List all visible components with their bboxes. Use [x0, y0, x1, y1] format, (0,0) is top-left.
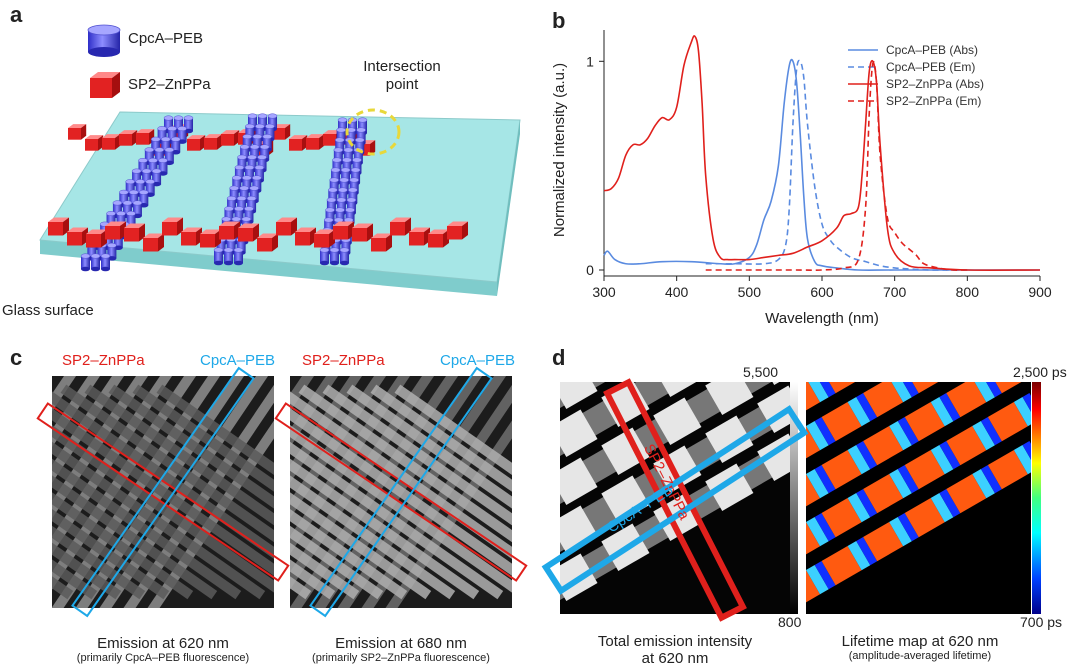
c-right-tag-red: SP2–ZnPPa: [302, 352, 385, 369]
d-left-caption: Total emission intensity at 620 nm: [560, 633, 790, 667]
c-right-caption-sub: (primarily SP2–ZnPPa fluorescence): [312, 652, 490, 664]
c-left-caption: Emission at 620 nm (primarily CpcA–PEB f…: [42, 635, 284, 664]
panel-label-b: b: [552, 8, 566, 33]
c-right-tag-blue: CpcA–PEB: [440, 352, 516, 369]
x-tick-label: 700: [883, 284, 907, 300]
d-right-caption-sub: (amplitude-averaged lifetime): [848, 650, 992, 662]
y-tick-label: 1: [586, 53, 594, 69]
legend-entry-2: SP2–ZnPPa (Abs): [886, 77, 984, 91]
c-left-red-box: [36, 402, 290, 582]
glass-slab-side: [497, 120, 520, 296]
callout-line-1: Intersection: [363, 58, 441, 75]
c-right-caption-main: Emission at 680 nm: [335, 635, 467, 652]
panel-label-d: d: [552, 345, 566, 370]
c-left-caption-main: Emission at 620 nm: [97, 635, 229, 652]
d-left-caption-line1: Total emission intensity: [597, 633, 753, 650]
c-right-red-box: [274, 402, 528, 582]
c-left-blue-box: [71, 366, 255, 618]
x-tick-label: 600: [810, 284, 834, 300]
legend-entry-3: SP2–ZnPPa (Em): [886, 94, 981, 108]
panel-c-images: [36, 366, 528, 618]
d-left-caption-line2: at 620 nm: [641, 650, 709, 667]
panel-label-c: c: [10, 345, 23, 370]
panel-label-a: a: [10, 2, 23, 27]
c-left-tag-blue: CpcA–PEB: [200, 352, 276, 369]
legend-sp2-znppa: SP2–ZnPPa: [128, 76, 211, 93]
legend-entry-1: CpcA–PEB (Em): [886, 60, 975, 74]
panel-d-images: SP2–ZnPPa CpcA–PEB: [541, 378, 1041, 622]
x-axis-label: Wavelength (nm): [765, 310, 879, 327]
sp2-znppa-legend-icon: [90, 72, 120, 98]
d-scale-min: 800: [778, 614, 802, 630]
protein-blocks: [48, 113, 468, 272]
series-line-1: [705, 59, 968, 271]
glass-surface-label: Glass surface: [2, 302, 94, 319]
x-tick-label: 400: [665, 284, 689, 300]
d-lifetime-min: 700 ps: [1020, 614, 1063, 630]
c-right-blue-box: [309, 366, 493, 618]
series-line-3: [705, 61, 968, 271]
intersection-callout: Intersection point: [342, 58, 462, 94]
c-left-caption-sub: (primarily CpcA–PEB fluorescence): [76, 652, 250, 664]
series-line-0: [603, 58, 1040, 271]
d-right-caption-main: Lifetime map at 620 nm: [841, 633, 999, 650]
d-blue-box: [541, 405, 809, 595]
d-scale-max: 5,500: [743, 364, 779, 380]
d-red-box: [603, 378, 747, 622]
cpca-peb-legend-icon: [87, 24, 121, 57]
x-tick-label: 300: [592, 284, 616, 300]
x-tick-label: 900: [1028, 284, 1052, 300]
intersection-circle: [345, 108, 401, 156]
callout-line-2: point: [385, 76, 419, 93]
x-tick-label: 800: [956, 284, 980, 300]
d-lifetime-colorbar: [1032, 382, 1041, 614]
c-right-caption: Emission at 680 nm (primarily SP2–ZnPPa …: [280, 635, 522, 664]
d-lifetime-max: 2,500 ps: [1013, 364, 1067, 380]
x-tick-label: 500: [738, 284, 762, 300]
glass-slab-front: [40, 240, 497, 296]
absorption-emission-chart: 300 400 500 600 700 800 900 0 1 Wavelength (nm) No…: [551, 30, 1052, 327]
legend-entry-0: CpcA–PEB (Abs): [886, 43, 978, 57]
y-tick-label: 0: [586, 262, 594, 278]
panel-a-schematic: [39, 24, 521, 296]
d-intensity-colorbar: [790, 382, 798, 614]
legend-cpca-peb: CpcA–PEB: [128, 30, 204, 47]
c-left-tag-red: SP2–ZnPPa: [62, 352, 145, 369]
d-right-caption: Lifetime map at 620 nm (amplitude-averag…: [800, 633, 1040, 662]
y-axis-label: Normalized intensity (a.u.): [551, 63, 568, 237]
